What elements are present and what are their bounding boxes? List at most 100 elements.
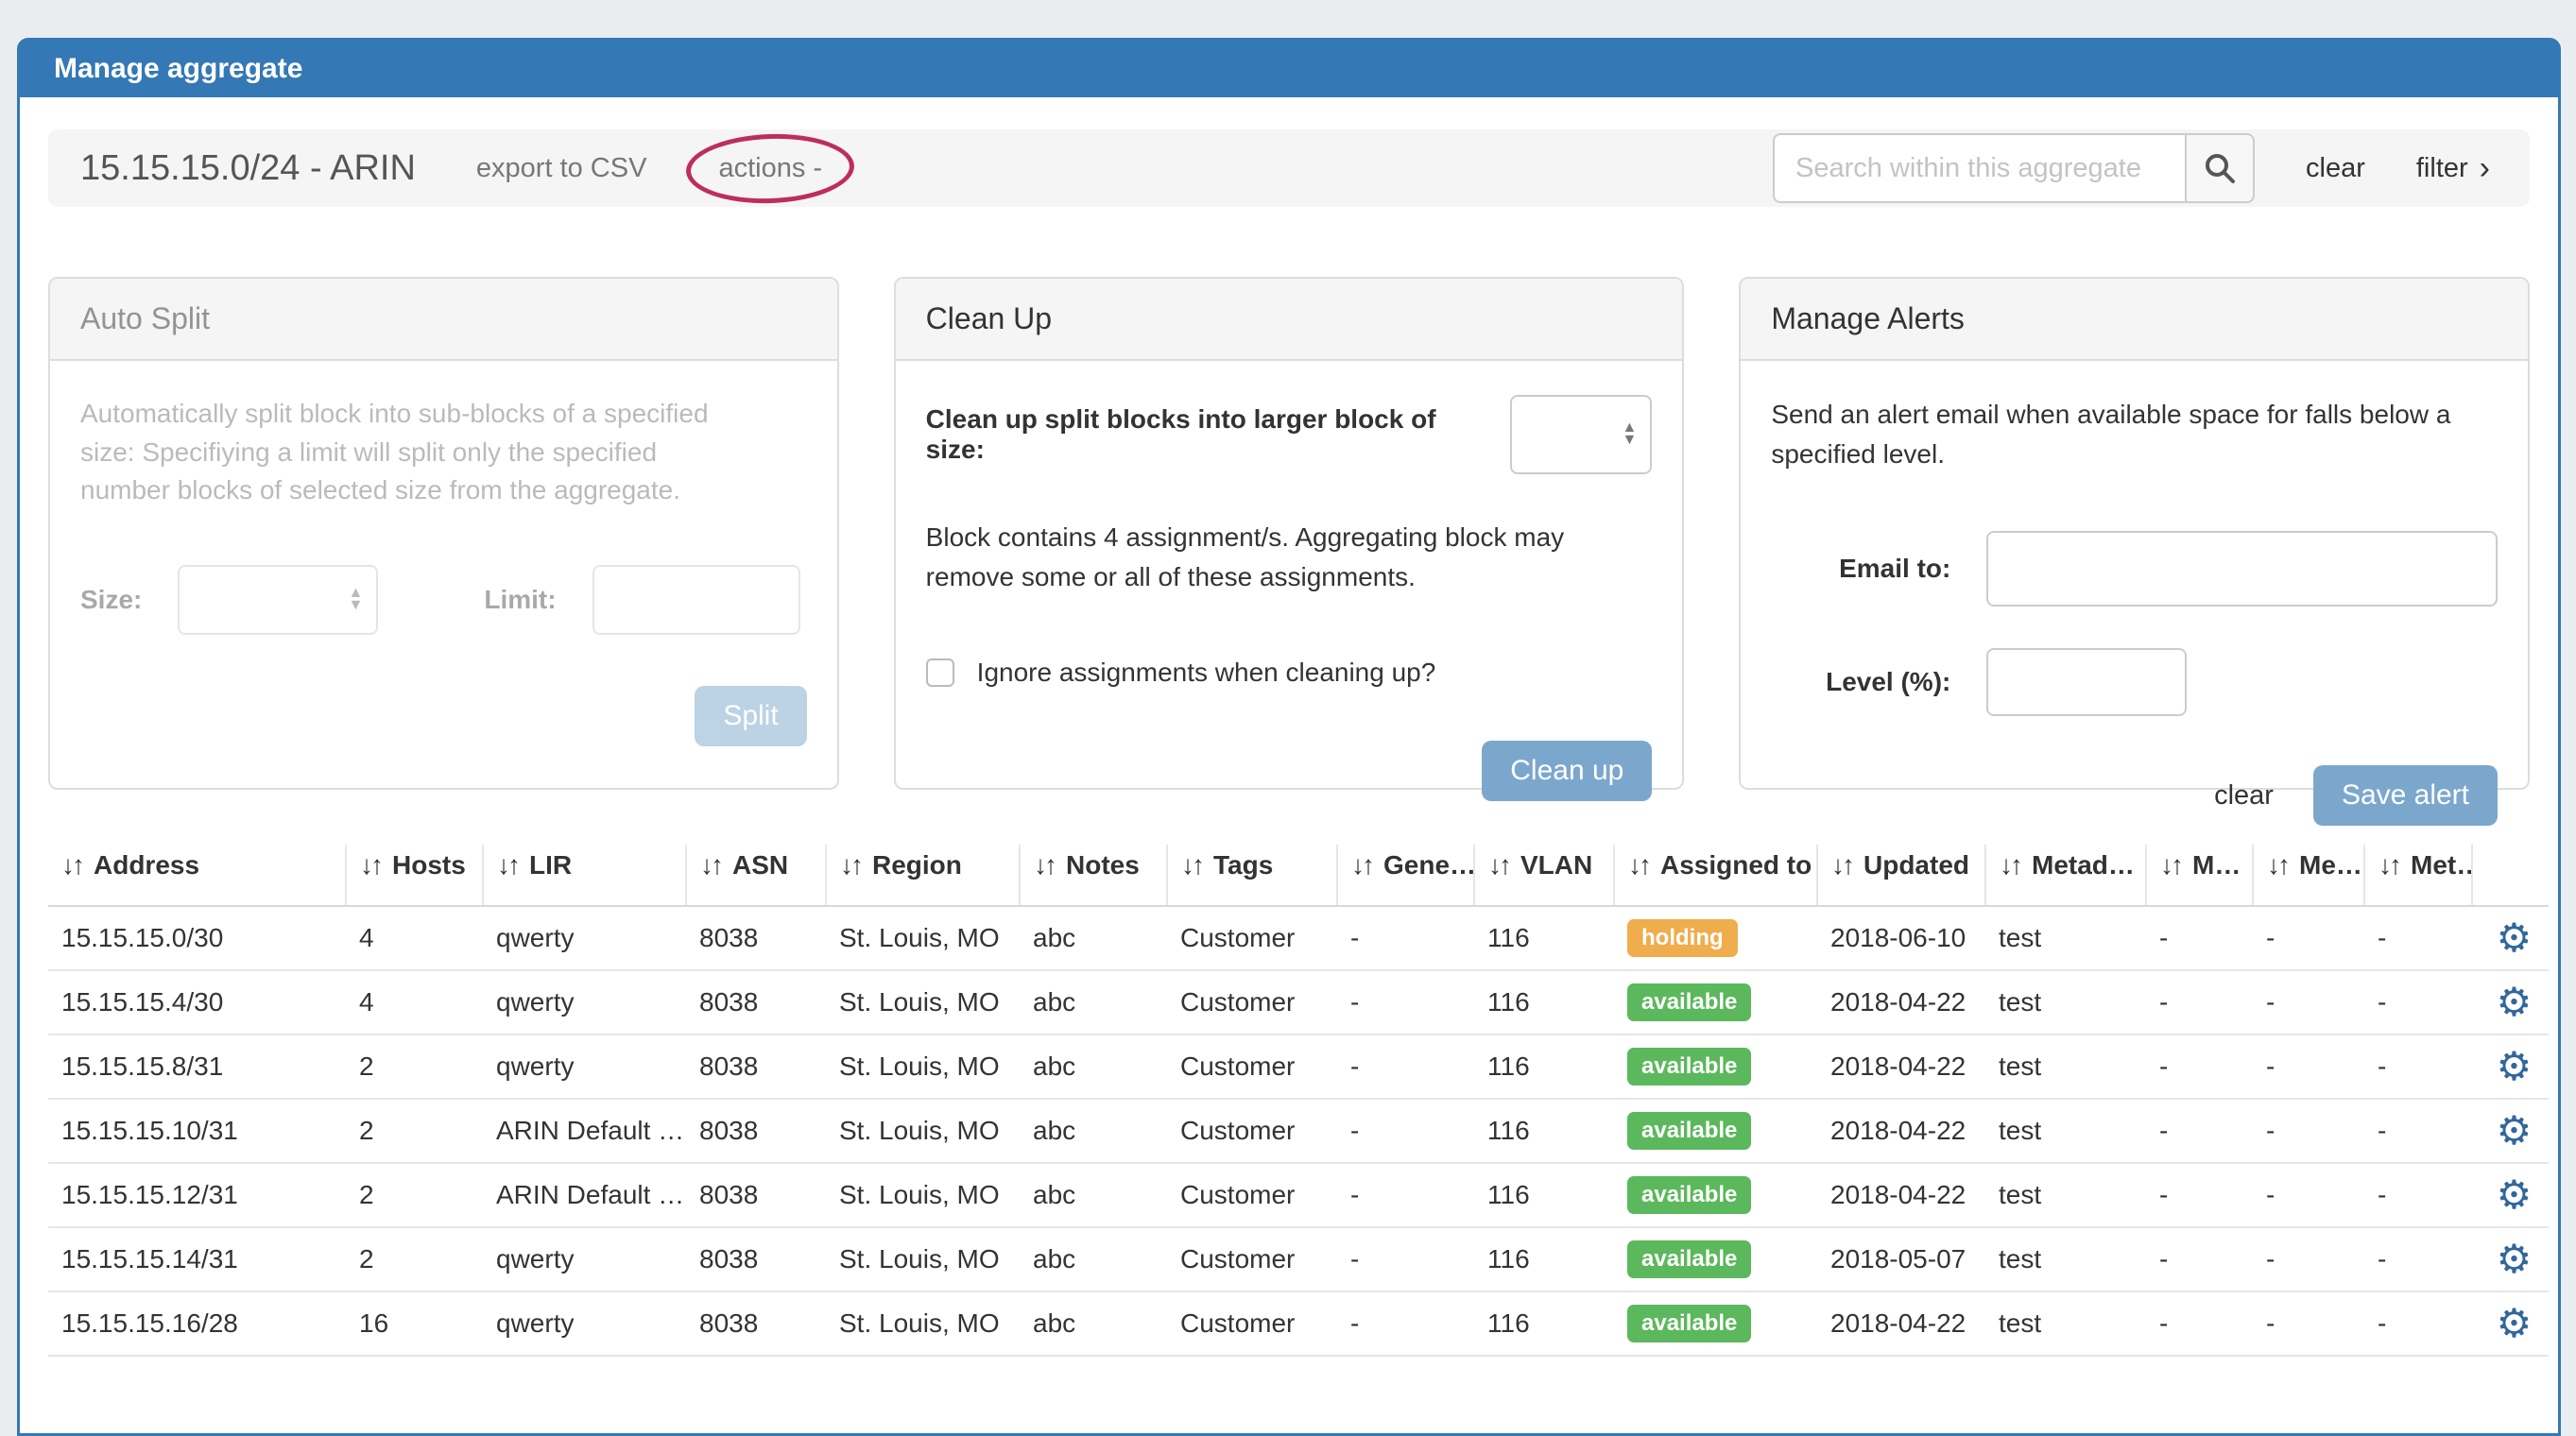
export-csv-link[interactable]: export to CSV — [475, 152, 647, 183]
chevron-right-icon: › — [2479, 149, 2490, 186]
sort-icon: ↓↑ — [700, 850, 724, 880]
column-header-m[interactable]: ↓↑ M… — [2145, 845, 2253, 907]
cell-hosts: 2 — [346, 1034, 483, 1100]
cell-tags: Customer — [1167, 1034, 1337, 1100]
column-header-gene[interactable]: ↓↑ Gene… — [1336, 845, 1474, 907]
table-row: 15.15.15.0/30 4 qwerty 8038 St. Louis, MO abc… — [48, 906, 2549, 971]
limit-input[interactable] — [592, 564, 800, 635]
cell-vlan: 116 — [1474, 1291, 1614, 1357]
column-header-lir[interactable]: ↓↑ LIR — [482, 845, 686, 907]
table-row: 15.15.15.12/31 2 ARIN Default … 8038 St. Lou… — [48, 1163, 2549, 1228]
email-to-label: Email to: — [1839, 554, 1951, 583]
cell-region: St. Louis, MO — [826, 1099, 1020, 1164]
sort-icon: ↓↑ — [1181, 850, 1205, 880]
column-header-updated[interactable]: ↓↑ Updated — [1816, 845, 1985, 907]
cell-notes: abc — [1020, 1034, 1167, 1100]
search-input[interactable] — [1773, 133, 2186, 203]
gear-icon[interactable]: ⚙ — [2496, 1044, 2533, 1088]
cell-vlan: 116 — [1474, 970, 1614, 1035]
gear-icon[interactable]: ⚙ — [2496, 1108, 2533, 1153]
gear-icon[interactable]: ⚙ — [2496, 915, 2533, 960]
clear-alert-link[interactable]: clear — [2214, 779, 2274, 811]
table-head-row: ↓↑ Address ↓↑ Hosts ↓↑ LIR ↓↑ ASN ↓↑ Region ↓↑ Note… — [48, 845, 2549, 907]
table-row: 15.15.15.10/31 2 ARIN Default … 8038 St. Lou… — [48, 1099, 2549, 1164]
cell-tags: Customer — [1167, 906, 1337, 971]
manage-alerts-heading: Manage Alerts — [1741, 279, 2529, 361]
cell-me: - — [2253, 906, 2364, 971]
cleanup-size-select[interactable]: ▲ ▼ — [1510, 395, 1653, 474]
ignore-assignments-checkbox[interactable] — [925, 658, 954, 687]
cell-vlan: 116 — [1474, 1227, 1614, 1292]
cell-notes: abc — [1020, 1291, 1167, 1357]
status-badge: available — [1627, 1048, 1752, 1086]
table-row: 15.15.15.14/31 2 qwerty 8038 St. Louis, MO ab… — [48, 1227, 2549, 1292]
save-alert-button[interactable]: Save alert — [2312, 765, 2499, 826]
search-button[interactable] — [2185, 133, 2256, 203]
cell-met: - — [2364, 1163, 2472, 1228]
level-input[interactable] — [1986, 648, 2188, 716]
cell-gene: - — [1337, 1034, 1474, 1100]
sort-icon: ↓↑ — [2267, 850, 2291, 880]
sort-icon: ↓↑ — [61, 850, 85, 880]
clean-up-heading: Clean Up — [895, 279, 1683, 361]
cell-met: - — [2364, 1099, 2472, 1164]
sort-icon: ↓↑ — [360, 850, 384, 880]
column-header-vlan[interactable]: ↓↑ VLAN — [1473, 845, 1614, 907]
column-header-me[interactable]: ↓↑ Me… — [2252, 845, 2364, 907]
column-header-metad[interactable]: ↓↑ Metad… — [1984, 845, 2146, 907]
manage-aggregate-panel: Manage aggregate 15.15.15.0/24 - ARIN ex… — [17, 38, 2561, 1436]
actions-dropdown[interactable]: actions - — [685, 130, 856, 206]
column-header-notes[interactable]: ↓↑ Notes — [1019, 845, 1167, 907]
cell-m: - — [2146, 906, 2253, 971]
column-header-hosts[interactable]: ↓↑ Hosts — [345, 845, 483, 907]
column-header-assigned-to[interactable]: ↓↑ Assigned to — [1613, 845, 1817, 907]
gear-icon[interactable]: ⚙ — [2496, 1301, 2533, 1345]
clean-up-button[interactable]: Clean up — [1482, 741, 1653, 801]
auto-split-description: Automatically split block into sub-block… — [80, 399, 709, 505]
cell-metad: test — [1985, 970, 2146, 1035]
cell-lir: qwerty — [483, 1227, 686, 1292]
column-header-address[interactable]: ↓↑ Address — [48, 845, 346, 907]
gear-icon[interactable]: ⚙ — [2496, 1172, 2533, 1217]
column-header-asn[interactable]: ↓↑ ASN — [685, 845, 826, 907]
cell-notes: abc — [1020, 1227, 1167, 1292]
column-header-region[interactable]: ↓↑ Region — [825, 845, 1020, 907]
cell-hosts: 16 — [346, 1291, 483, 1357]
limit-label: Limit: — [484, 584, 557, 614]
auto-split-heading: Auto Split — [50, 279, 837, 361]
gear-icon[interactable]: ⚙ — [2496, 1237, 2533, 1281]
clean-up-panel: Clean Up Clean up split blocks into larg… — [893, 277, 1685, 801]
cell-vlan: 116 — [1474, 1163, 1614, 1228]
column-header-met[interactable]: ↓↑Met… — [2363, 845, 2472, 907]
clean-up-title: Clean Up — [925, 301, 1053, 335]
clear-search-link[interactable]: clear — [2306, 152, 2365, 183]
cell-metad: test — [1985, 1099, 2146, 1164]
cell-me: - — [2253, 1291, 2364, 1357]
cell-me: - — [2253, 970, 2364, 1035]
split-button[interactable]: Split — [695, 685, 807, 746]
cell-gene: - — [1337, 970, 1474, 1035]
sort-icon: ↓↑ — [1831, 850, 1855, 880]
filter-link[interactable]: filter › — [2416, 150, 2490, 187]
cell-met: - — [2364, 906, 2472, 971]
cell-notes: abc — [1020, 1099, 1167, 1164]
cell-m: - — [2146, 1034, 2253, 1100]
cell-address: 15.15.15.0/30 — [48, 906, 346, 971]
cell-assigned-to: holding — [1614, 906, 1817, 971]
cell-lir: ARIN Default … — [483, 1163, 686, 1228]
email-input[interactable] — [1986, 531, 2499, 607]
cell-actions: ⚙ — [2472, 1227, 2549, 1292]
size-select[interactable]: ▲ ▼ — [178, 564, 379, 635]
cell-metad: test — [1985, 1034, 2146, 1100]
cell-m: - — [2146, 1291, 2253, 1357]
sort-icon: ↓↑ — [1034, 850, 1057, 880]
cell-actions: ⚙ — [2472, 906, 2549, 971]
gear-icon[interactable]: ⚙ — [2496, 980, 2533, 1024]
cell-tags: Customer — [1167, 970, 1337, 1035]
sort-icon: ↓↑ — [1488, 850, 1512, 880]
cell-actions: ⚙ — [2472, 1099, 2549, 1164]
column-header-tags[interactable]: ↓↑ Tags — [1166, 845, 1337, 907]
manage-alerts-body: Send an alert email when available space… — [1741, 361, 2528, 826]
cell-address: 15.15.15.4/30 — [48, 970, 346, 1035]
table-row: 15.15.15.16/28 16 qwerty 8038 St. Louis, MO a… — [48, 1291, 2549, 1357]
